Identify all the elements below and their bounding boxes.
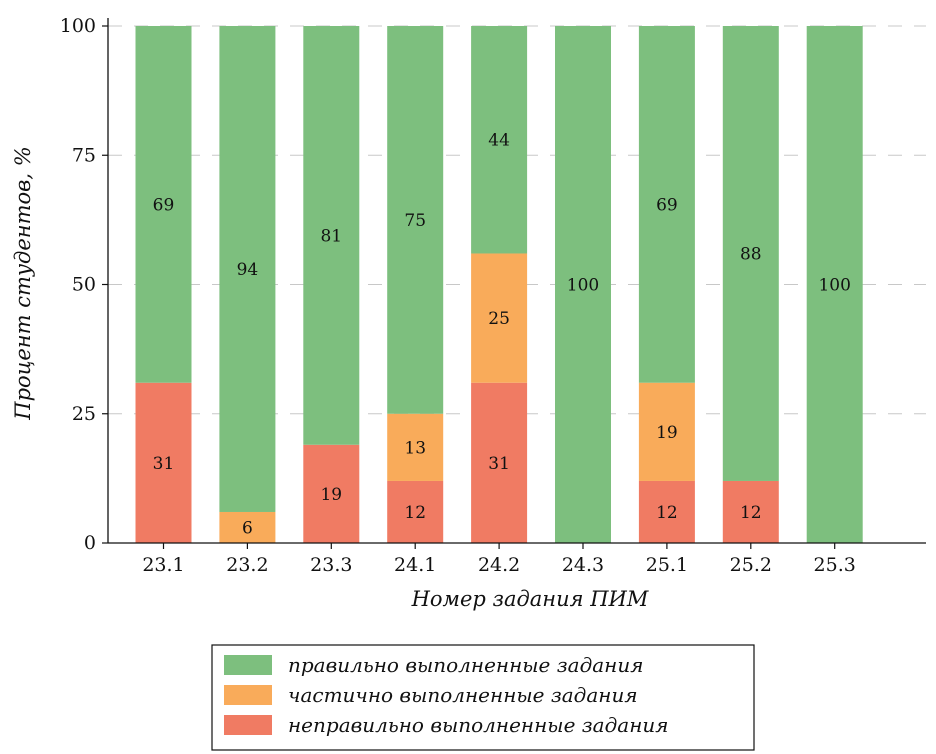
data-label: 100 [567,276,599,296]
bar-segment [303,444,360,543]
data-label: 6 [242,518,253,538]
data-label: 100 [818,276,850,296]
x-axis-title: Номер задания ПИМ [411,587,649,611]
legend-entry-label: неправильно выполненные задания [288,713,669,737]
data-labels: 31 69 6 94 19 81 12 13 75 31 25 44 100 12 19 69 12 88 100 [153,131,851,539]
bar-segment [303,26,360,445]
x-tick-label: 24.3 [562,554,604,576]
legend-swatch [224,715,272,735]
bar-segment [471,253,528,383]
y-axis-title: Процент студентов, % [11,146,35,420]
x-tick-label: 23.2 [226,554,268,576]
data-label: 12 [656,503,678,523]
data-label: 25 [488,309,510,329]
data-label: 19 [320,485,342,505]
legend-frame [211,644,755,751]
data-label: 12 [404,503,426,523]
legend-entry-label: правильно выполненные задания [288,653,643,677]
x-tick-label: 24.2 [478,554,520,576]
x-tick-label: 24.1 [394,554,436,576]
axes [102,18,926,549]
data-label: 12 [740,503,762,523]
bars [135,26,863,543]
y-tick-label: 0 [84,532,96,554]
y-tick-label: 75 [72,144,96,166]
bar-segment [135,26,192,383]
x-tick-label: 25.1 [646,554,688,576]
bar-segment [638,480,695,543]
data-label: 69 [153,195,175,215]
y-tick-label: 50 [72,274,96,296]
data-label: 19 [656,423,678,443]
x-tick-label: 25.3 [814,554,856,576]
x-tick-label: 23.1 [142,554,184,576]
x-tick-label: 23.3 [310,554,352,576]
legend: правильно выполненные задания частично вы… [211,644,755,751]
bar-segment [555,26,611,543]
legend-swatch [224,655,272,675]
y-tick-labels: 0 25 50 75 100 [60,15,96,554]
data-label: 69 [656,195,678,215]
data-label: 88 [740,244,762,264]
bar-segment [638,382,695,481]
data-label: 44 [488,131,510,151]
y-tick-label: 100 [60,15,96,37]
data-label: 75 [404,211,426,231]
data-label: 13 [404,438,426,458]
x-tick-labels: 23.1 23.2 23.3 24.1 24.2 24.3 25.1 25.2 25.3 [142,554,856,576]
bar-segment [135,382,192,543]
data-label: 31 [488,454,510,474]
bar-segment [387,480,444,543]
x-tick-label: 25.2 [730,554,772,576]
bar-segment [387,26,444,414]
bar-segment [219,511,276,543]
y-tick-label: 25 [72,403,96,425]
bar-segment [471,26,528,254]
bar-segment [387,413,444,481]
bar-segment [471,382,528,543]
bar-segment [722,26,779,481]
data-label: 94 [237,260,259,280]
bar-segment [722,480,779,543]
bar-segment [806,26,863,543]
legend-entry-label: частично выполненные задания [288,683,638,707]
bar-segment [638,26,695,383]
data-label: 31 [153,454,175,474]
legend-swatch [224,685,272,705]
data-label: 81 [320,226,342,246]
bar-segment [219,26,276,512]
